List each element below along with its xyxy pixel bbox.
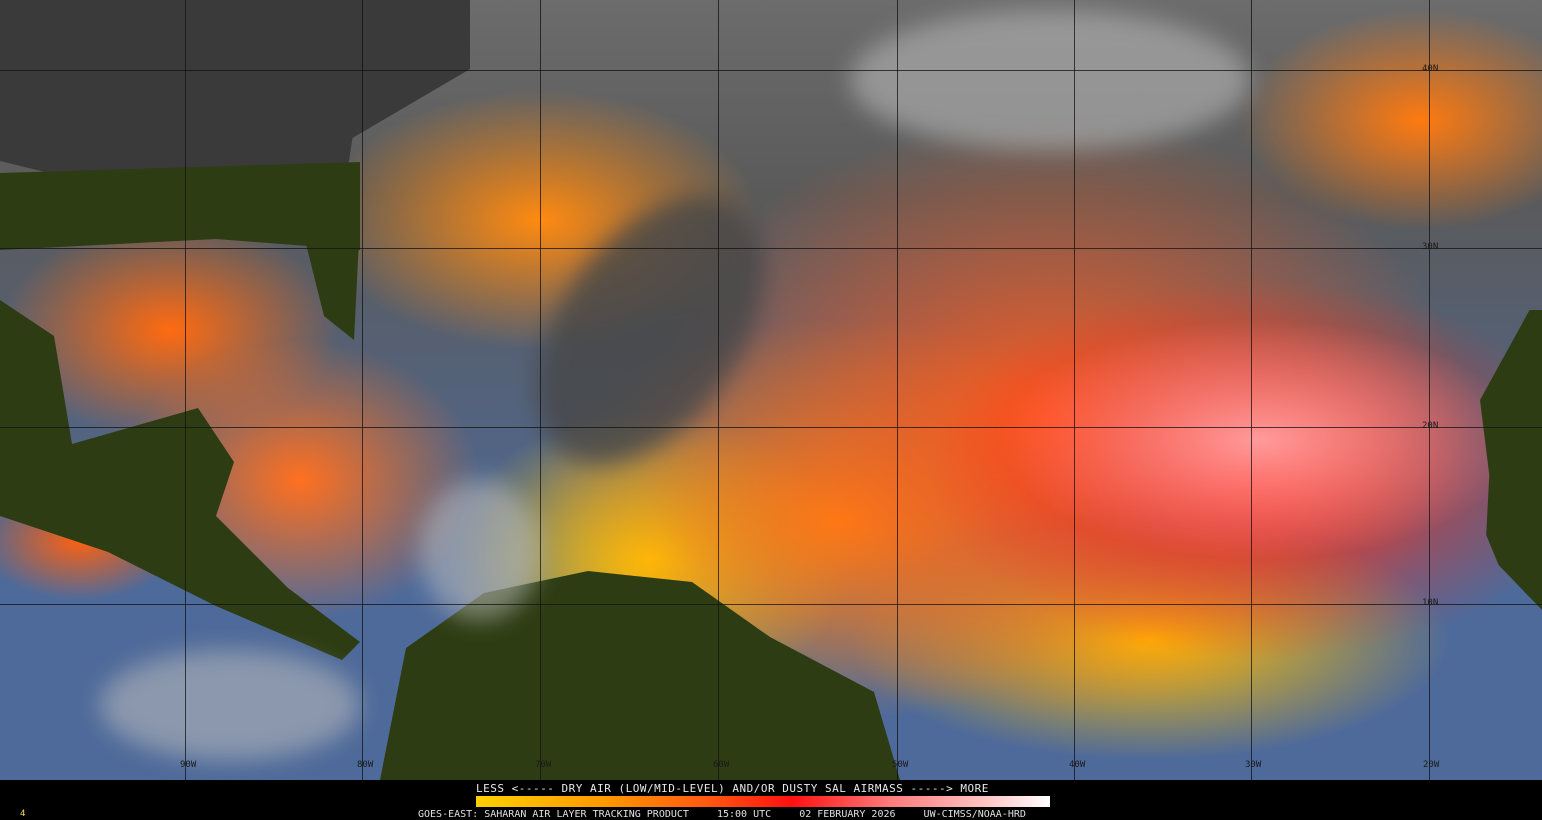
gridline-lat bbox=[0, 604, 1542, 605]
lat-label: 20N bbox=[1422, 421, 1439, 431]
product-footer: GOES-EAST: SAHARAN AIR LAYER TRACKING PR… bbox=[418, 809, 1048, 820]
satellite-map: 90W 80W 70W 60W 50W 40W 30W 20W 40N 30N … bbox=[0, 0, 1542, 780]
lat-label: 40N bbox=[1422, 64, 1439, 74]
gridline-lon bbox=[1074, 0, 1075, 780]
gridline-lon bbox=[362, 0, 363, 780]
gridline-lon bbox=[897, 0, 898, 780]
lat-label: 30N bbox=[1422, 242, 1439, 252]
lon-label: 50W bbox=[892, 760, 909, 770]
lat-label: 10N bbox=[1422, 598, 1439, 608]
cloud-band bbox=[490, 155, 810, 505]
product-credit: UW-CIMSS/NOAA-HRD bbox=[923, 809, 1026, 820]
land-africa bbox=[1480, 310, 1542, 610]
gridline-lat bbox=[0, 248, 1542, 249]
product-source: GOES-EAST: SAHARAN AIR LAYER TRACKING PR… bbox=[418, 809, 689, 820]
gridline-lon bbox=[1429, 0, 1430, 780]
gridline-lon bbox=[540, 0, 541, 780]
product-time: 15:00 UTC bbox=[716, 809, 772, 820]
colorbar bbox=[476, 796, 1050, 807]
gridline-lon bbox=[185, 0, 186, 780]
cloud-band bbox=[100, 650, 360, 760]
lon-label: 70W bbox=[535, 760, 552, 770]
lon-label: 60W bbox=[713, 760, 730, 770]
land-florida bbox=[300, 220, 360, 340]
gridline-lon bbox=[718, 0, 719, 780]
legend-title: LESS <----- DRY AIR (LOW/MID-LEVEL) AND/… bbox=[476, 782, 989, 795]
gridline-lat bbox=[0, 70, 1542, 71]
lon-label: 90W bbox=[180, 760, 197, 770]
cloud-band bbox=[420, 480, 540, 620]
corner-mark: 4 bbox=[20, 809, 26, 819]
land-mexico-central-america bbox=[0, 300, 360, 660]
product-date: 02 FEBRUARY 2026 bbox=[799, 809, 896, 820]
lon-label: 40W bbox=[1069, 760, 1086, 770]
land-southeast-us bbox=[0, 162, 360, 250]
gridline-lat bbox=[0, 427, 1542, 428]
cloud-band bbox=[850, 10, 1250, 150]
lon-label: 30W bbox=[1245, 760, 1262, 770]
lon-label: 20W bbox=[1423, 760, 1440, 770]
lon-label: 80W bbox=[357, 760, 374, 770]
gridline-lon bbox=[1251, 0, 1252, 780]
